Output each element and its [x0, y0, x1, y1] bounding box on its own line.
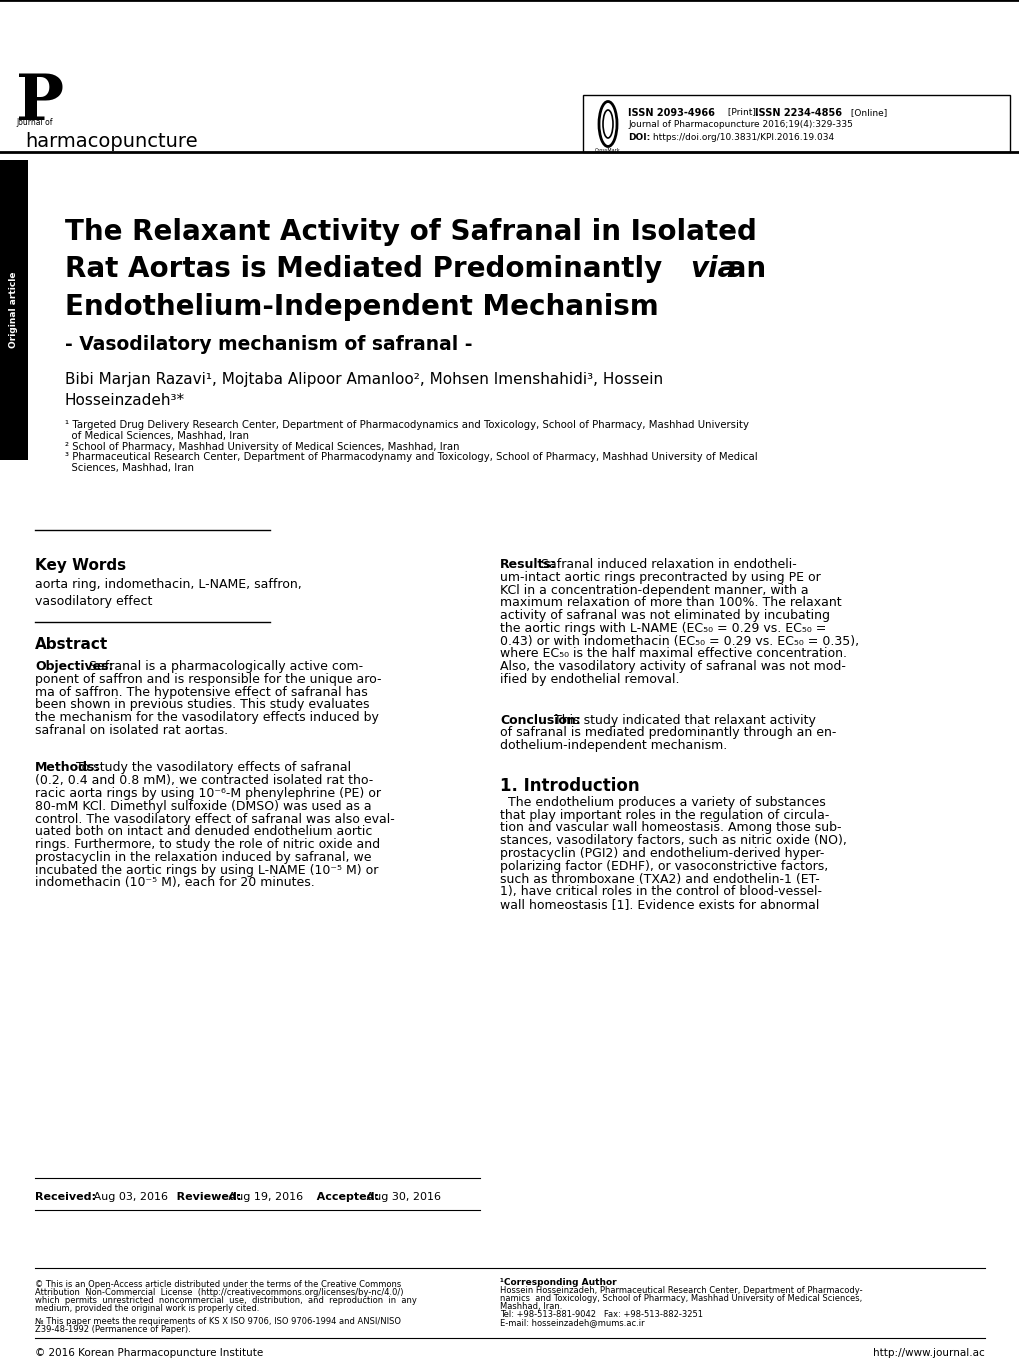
Text: been shown in previous studies. This study evaluates: been shown in previous studies. This stu… [35, 699, 369, 711]
Text: Safranal is a pharmacologically active com-: Safranal is a pharmacologically active c… [86, 660, 363, 673]
Text: Sciences, Mashhad, Iran: Sciences, Mashhad, Iran [65, 463, 194, 473]
Text: № This paper meets the requirements of KS X ISO 9706, ISO 9706-1994 and ANSI/NIS: № This paper meets the requirements of K… [35, 1317, 400, 1326]
Text: tion and vascular wall homeostasis. Among those sub-: tion and vascular wall homeostasis. Amon… [499, 821, 841, 834]
Text: Reviewed:: Reviewed: [165, 1192, 242, 1201]
Text: um-intact aortic rings precontracted by using PE or: um-intact aortic rings precontracted by … [499, 571, 820, 584]
Text: racic aorta rings by using 10⁻⁶-M phenylephrine (PE) or: racic aorta rings by using 10⁻⁶-M phenyl… [35, 787, 381, 800]
Text: ² School of Pharmacy, Mashhad University of Medical Sciences, Mashhad, Iran: ² School of Pharmacy, Mashhad University… [65, 442, 459, 453]
Bar [0, 160, 28, 459]
Text: Hossein Hosseinzadeh, Pharmaceutical Research Center, Department of Pharmacody-: Hossein Hosseinzadeh, Pharmaceutical Res… [499, 1286, 862, 1295]
Text: Accepted:: Accepted: [305, 1192, 379, 1201]
Text: [Print],: [Print], [725, 107, 761, 117]
Text: http://www.journal.ac: http://www.journal.ac [872, 1348, 984, 1358]
Text: stances, vasodilatory factors, such as nitric oxide (NO),: stances, vasodilatory factors, such as n… [499, 834, 846, 847]
Text: such as thromboxane (TXA2) and endothelin-1 (ET-: such as thromboxane (TXA2) and endotheli… [499, 872, 819, 886]
Text: 80-mM KCl. Dimethyl sulfoxide (DMSO) was used as a: 80-mM KCl. Dimethyl sulfoxide (DMSO) was… [35, 800, 371, 813]
Text: To study the vasodilatory effects of safranal: To study the vasodilatory effects of saf… [71, 761, 351, 775]
Text: Original article: Original article [9, 272, 18, 348]
Text: E-mail: hosseinzadeh@mums.ac.ir: E-mail: hosseinzadeh@mums.ac.ir [499, 1318, 644, 1328]
Text: that play important roles in the regulation of circula-: that play important roles in the regulat… [499, 809, 828, 822]
Text: Rat Aortas is Mediated Predominantly: Rat Aortas is Mediated Predominantly [65, 255, 672, 283]
Ellipse shape [598, 102, 616, 147]
Text: 0.43) or with indomethacin (EC₅₀ = 0.29 vs. EC₅₀ = 0.35),: 0.43) or with indomethacin (EC₅₀ = 0.29 … [499, 635, 858, 648]
Text: Journal of: Journal of [16, 118, 52, 126]
Text: Objectives:: Objectives: [35, 660, 113, 673]
Text: uated both on intact and denuded endothelium aortic: uated both on intact and denuded endothe… [35, 825, 372, 839]
Text: ified by endothelial removal.: ified by endothelial removal. [499, 673, 679, 686]
Text: which  permits  unrestricted  noncommercial  use,  distribution,  and  reproduct: which permits unrestricted noncommercial… [35, 1296, 417, 1305]
Text: activity of safranal was not eliminated by incubating: activity of safranal was not eliminated … [499, 609, 829, 622]
Text: (0.2, 0.4 and 0.8 mM), we contracted isolated rat tho-: (0.2, 0.4 and 0.8 mM), we contracted iso… [35, 775, 373, 787]
Text: indomethacin (10⁻⁵ M), each for 20 minutes.: indomethacin (10⁻⁵ M), each for 20 minut… [35, 877, 315, 890]
Text: Z39-48-1992 (Permanence of Paper).: Z39-48-1992 (Permanence of Paper). [35, 1325, 191, 1335]
Text: harmacopuncture: harmacopuncture [25, 132, 198, 151]
Text: of safranal is mediated predominantly through an en-: of safranal is mediated predominantly th… [499, 726, 836, 739]
Text: 1), have critical roles in the control of blood-vessel-: 1), have critical roles in the control o… [499, 885, 821, 898]
Text: This study indicated that relaxant activity: This study indicated that relaxant activ… [550, 713, 815, 727]
Text: Results:: Results: [499, 559, 556, 571]
Text: Journal of Pharmacopuncture 2016;19(4):329-335: Journal of Pharmacopuncture 2016;19(4):3… [628, 120, 852, 129]
Text: The Relaxant Activity of Safranal in Isolated: The Relaxant Activity of Safranal in Iso… [65, 217, 756, 246]
Text: prostacyclin in the relaxation induced by safranal, we: prostacyclin in the relaxation induced b… [35, 851, 371, 864]
Text: Conclusion:: Conclusion: [499, 713, 580, 727]
Text: Endothelium-Independent Mechanism: Endothelium-Independent Mechanism [65, 294, 658, 321]
Text: namics  and Toxicology, School of Pharmacy, Mashhad University of Medical Scienc: namics and Toxicology, School of Pharmac… [499, 1294, 861, 1303]
Text: - Vasodilatory mechanism of safranal -: - Vasodilatory mechanism of safranal - [65, 336, 472, 353]
Text: Tel: +98-513-881-9042   Fax: +98-513-882-3251: Tel: +98-513-881-9042 Fax: +98-513-882-3… [499, 1310, 702, 1320]
Text: the mechanism for the vasodilatory effects induced by: the mechanism for the vasodilatory effec… [35, 711, 378, 724]
Text: of Medical Sciences, Mashhad, Iran: of Medical Sciences, Mashhad, Iran [65, 431, 249, 442]
Text: vasodilatory effect: vasodilatory effect [35, 595, 152, 607]
Text: DOI:: DOI: [628, 133, 650, 141]
Text: © This is an Open-Access article distributed under the terms of the Creative Com: © This is an Open-Access article distrib… [35, 1280, 400, 1288]
Ellipse shape [602, 110, 612, 139]
Text: rings. Furthermore, to study the role of nitric oxide and: rings. Furthermore, to study the role of… [35, 839, 380, 851]
Text: via: via [689, 255, 736, 283]
Text: safranal on isolated rat aortas.: safranal on isolated rat aortas. [35, 724, 228, 737]
Text: [Online]: [Online] [847, 107, 887, 117]
Text: The endothelium produces a variety of substances: The endothelium produces a variety of su… [499, 796, 825, 809]
Text: ¹Corresponding Author: ¹Corresponding Author [499, 1277, 616, 1287]
Text: Aug 30, 2016: Aug 30, 2016 [363, 1192, 440, 1201]
Text: ISSN 2093-4966: ISSN 2093-4966 [628, 107, 714, 118]
Text: Methods:: Methods: [35, 761, 100, 775]
Text: Bibi Marjan Razavi¹, Mojtaba Alipoor Amanloo², Mohsen Imenshahidi³, Hossein: Bibi Marjan Razavi¹, Mojtaba Alipoor Ama… [65, 372, 662, 387]
Text: ISSN 2234-4856: ISSN 2234-4856 [754, 107, 841, 118]
Text: Safranal induced relaxation in endotheli-: Safranal induced relaxation in endotheli… [536, 559, 796, 571]
Text: maximum relaxation of more than 100%. The relaxant: maximum relaxation of more than 100%. Th… [499, 597, 841, 609]
Text: https://doi.org/10.3831/KPI.2016.19.034: https://doi.org/10.3831/KPI.2016.19.034 [649, 133, 834, 141]
Text: ³ Pharmaceutical Research Center, Department of Pharmacodynamy and Toxicology, S: ³ Pharmaceutical Research Center, Depart… [65, 453, 757, 462]
Text: CrossMark: CrossMark [595, 148, 621, 154]
Text: control. The vasodilatory effect of safranal was also eval-: control. The vasodilatory effect of safr… [35, 813, 394, 825]
Text: Aug 03, 2016: Aug 03, 2016 [90, 1192, 168, 1201]
Text: Hosseinzadeh³*: Hosseinzadeh³* [65, 393, 184, 408]
Text: wall homeostasis [1]. Evidence exists for abnormal: wall homeostasis [1]. Evidence exists fo… [499, 898, 818, 911]
Text: KCl in a concentration-dependent manner, with a: KCl in a concentration-dependent manner,… [499, 583, 808, 597]
Text: Received:: Received: [35, 1192, 96, 1201]
Text: where EC₅₀ is the half maximal effective concentration.: where EC₅₀ is the half maximal effective… [499, 647, 846, 660]
Text: prostacyclin (PGI2) and endothelium-derived hyper-: prostacyclin (PGI2) and endothelium-deri… [499, 847, 823, 860]
Text: Abstract: Abstract [35, 637, 108, 652]
Text: Also, the vasodilatory activity of safranal was not mod-: Also, the vasodilatory activity of safra… [499, 660, 845, 673]
Text: Mashhad, Iran.: Mashhad, Iran. [499, 1302, 561, 1311]
Text: 1. Introduction: 1. Introduction [499, 777, 639, 795]
Text: dothelium-independent mechanism.: dothelium-independent mechanism. [499, 739, 727, 752]
Text: incubated the aortic rings by using L-NAME (10⁻⁵ M) or: incubated the aortic rings by using L-NA… [35, 864, 378, 877]
Text: the aortic rings with L-NAME (EC₅₀ = 0.29 vs. EC₅₀ =: the aortic rings with L-NAME (EC₅₀ = 0.2… [499, 622, 825, 635]
Text: P: P [16, 72, 64, 133]
Text: ponent of saffron and is responsible for the unique aro-: ponent of saffron and is responsible for… [35, 673, 381, 686]
Text: Aug 19, 2016: Aug 19, 2016 [225, 1192, 303, 1201]
Bar [583, 95, 1009, 152]
Text: aorta ring, indomethacin, L-NAME, saffron,: aorta ring, indomethacin, L-NAME, saffro… [35, 578, 302, 591]
Text: Attribution  Non-Commercial  License  (http://creativecommons.org/licenses/by-nc: Attribution Non-Commercial License (http… [35, 1288, 404, 1296]
Text: polarizing factor (EDHF), or vasoconstrictive factors,: polarizing factor (EDHF), or vasoconstri… [499, 860, 827, 872]
Text: ma of saffron. The hypotensive effect of safranal has: ma of saffron. The hypotensive effect of… [35, 685, 368, 699]
Text: © 2016 Korean Pharmacopuncture Institute: © 2016 Korean Pharmacopuncture Institute [35, 1348, 263, 1358]
Text: Key Words: Key Words [35, 559, 126, 573]
Text: ¹ Targeted Drug Delivery Research Center, Department of Pharmacodynamics and Tox: ¹ Targeted Drug Delivery Research Center… [65, 420, 748, 429]
Text: an: an [717, 255, 765, 283]
Text: medium, provided the original work is properly cited.: medium, provided the original work is pr… [35, 1305, 259, 1313]
